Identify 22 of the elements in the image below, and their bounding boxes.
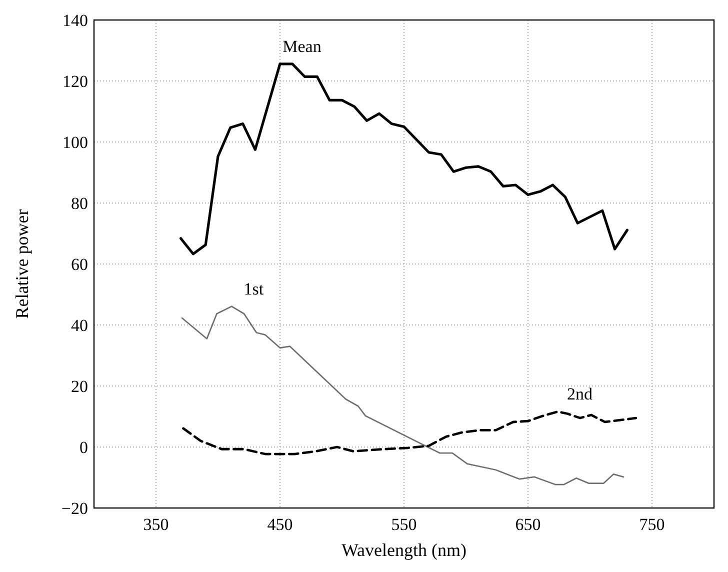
y-tick-label: 140 [62, 11, 88, 30]
y-tick-label: 80 [71, 194, 88, 213]
y-tick-label: 120 [62, 72, 88, 91]
x-tick-label: 650 [515, 515, 541, 534]
y-tick-label: 100 [62, 133, 88, 152]
line-series [180, 62, 628, 256]
x-tick-label: 350 [143, 515, 169, 534]
line-series [182, 410, 638, 456]
x-axis-title: Wavelength (nm) [341, 540, 467, 560]
y-tick-label: −20 [61, 499, 88, 518]
y-tick-label: 20 [71, 377, 88, 396]
y-tick-label: 60 [71, 255, 88, 274]
series-label: Mean [282, 36, 322, 56]
series-label: 1st [244, 279, 264, 298]
x-tick-label: 450 [267, 515, 293, 534]
x-tick-label: 550 [391, 515, 417, 534]
y-tick-label: 40 [71, 316, 88, 335]
y-tick-label: 0 [80, 438, 88, 457]
y-axis-title: Relative power [12, 209, 32, 319]
series-label: 2nd [567, 384, 594, 404]
x-tick-label: 750 [639, 515, 665, 534]
line-series [181, 306, 624, 486]
